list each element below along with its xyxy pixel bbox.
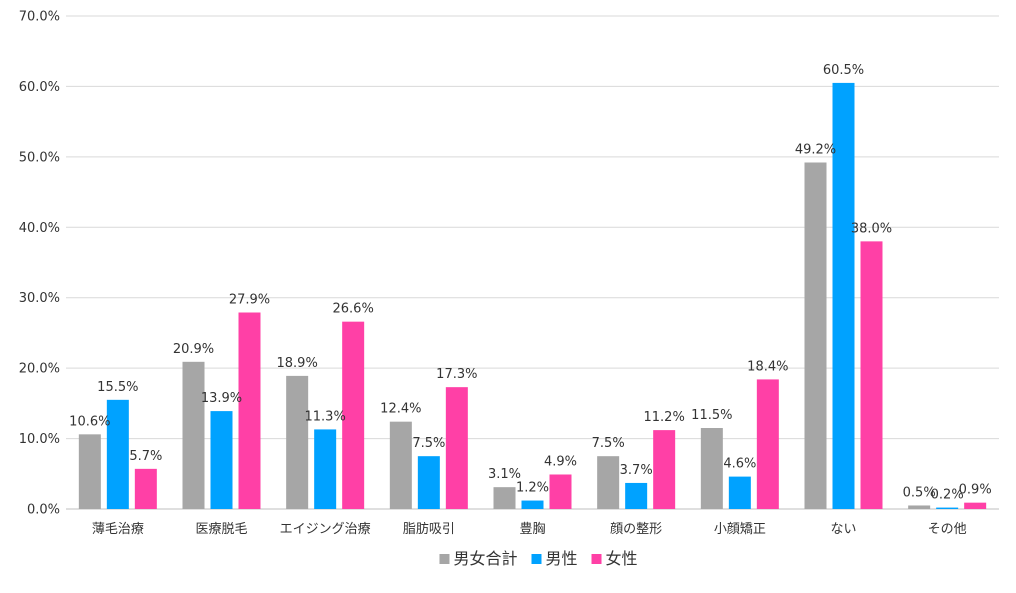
data-label: 3.1% bbox=[488, 467, 521, 482]
data-label: 5.7% bbox=[129, 449, 162, 464]
legend-label: 女性 bbox=[606, 549, 638, 568]
data-label: 49.2% bbox=[795, 142, 836, 157]
y-tick-label: 30.0% bbox=[19, 291, 60, 306]
y-tick-label: 60.0% bbox=[19, 80, 60, 95]
bar-2-4 bbox=[417, 456, 440, 509]
data-label: 4.9% bbox=[544, 454, 577, 469]
bar-2-6 bbox=[625, 482, 648, 509]
bar-2-5 bbox=[521, 500, 544, 509]
bar-2-1 bbox=[106, 399, 129, 509]
x-category-label: エイジング治療 bbox=[280, 522, 371, 537]
data-label: 11.2% bbox=[644, 410, 685, 425]
bar-2-8 bbox=[832, 82, 855, 510]
x-category-label: 豊胸 bbox=[519, 522, 545, 537]
bar-1-1 bbox=[78, 434, 101, 509]
bar-3-1 bbox=[134, 468, 157, 509]
legend-label: 男女合計 bbox=[453, 549, 517, 568]
bar-1-9 bbox=[908, 505, 931, 509]
y-axis-ticks: 0.0% 10.0% 20.0% 30.0% 40.0% 50.0% 60.0% 70.0% bbox=[19, 10, 60, 518]
bar-3-7 bbox=[756, 379, 779, 509]
data-label: 18.9% bbox=[277, 356, 318, 371]
legend-item-2: 男性 bbox=[531, 549, 578, 568]
data-label: 4.6% bbox=[723, 457, 756, 472]
y-tick-label: 0.0% bbox=[27, 503, 60, 518]
data-label: 11.3% bbox=[305, 409, 346, 424]
y-tick-label: 10.0% bbox=[19, 432, 60, 447]
data-label: 0.2% bbox=[931, 488, 964, 503]
data-label: 12.4% bbox=[380, 402, 421, 417]
bar-1-7 bbox=[700, 428, 723, 509]
data-label: 26.6% bbox=[333, 302, 374, 317]
y-tick-label: 70.0% bbox=[19, 10, 60, 25]
data-label: 60.5% bbox=[823, 63, 864, 78]
legend-label: 男性 bbox=[545, 549, 577, 568]
legend-swatch bbox=[531, 554, 542, 564]
x-category-label: 小顔矯正 bbox=[714, 522, 766, 537]
y-tick-label: 20.0% bbox=[19, 362, 60, 377]
bar-1-8 bbox=[804, 162, 827, 509]
bar-3-4 bbox=[445, 387, 468, 509]
legend-swatch bbox=[591, 554, 602, 564]
y-tick-label: 50.0% bbox=[19, 150, 60, 165]
data-label: 3.7% bbox=[620, 463, 653, 478]
bar-3-9 bbox=[964, 502, 987, 509]
data-label: 27.9% bbox=[229, 293, 270, 308]
legend: 男女合計 男性 女性 bbox=[439, 549, 638, 568]
gridlines bbox=[66, 15, 999, 510]
legend-swatch bbox=[439, 554, 450, 564]
data-label: 17.3% bbox=[436, 367, 477, 382]
y-tick-label: 40.0% bbox=[19, 221, 60, 236]
bar-2-3 bbox=[314, 429, 337, 509]
x-category-label: 脂肪吸引 bbox=[403, 521, 455, 537]
data-label: 11.5% bbox=[691, 408, 732, 423]
bar-2-9 bbox=[936, 507, 959, 509]
x-category-label: その他 bbox=[928, 522, 967, 537]
data-label: 7.5% bbox=[412, 436, 445, 451]
bar-1-4 bbox=[389, 421, 412, 509]
data-label: 38.0% bbox=[851, 221, 892, 236]
x-category-label: 薄毛治療 bbox=[92, 522, 144, 537]
bar-2-2 bbox=[210, 411, 233, 509]
legend-item-3: 女性 bbox=[591, 549, 638, 568]
bar-1-2 bbox=[182, 361, 205, 509]
data-label: 13.9% bbox=[201, 391, 242, 406]
bar-3-5 bbox=[549, 474, 572, 509]
data-label: 20.9% bbox=[173, 342, 214, 357]
data-labels: 10.6% 15.5% 5.7% 20.9% 13.9% 27.9% 18.9% 11.3% 2… bbox=[69, 63, 992, 503]
data-label: 7.5% bbox=[592, 436, 625, 451]
bar-3-3 bbox=[342, 321, 365, 509]
bar-1-5 bbox=[493, 487, 516, 509]
x-category-label: 顔の整形 bbox=[610, 522, 662, 537]
x-axis-categories: 薄毛治療 医療脱毛 エイジング治療 脂肪吸引 豊胸 顔の整形 小顔矯正 ない その他 bbox=[92, 521, 967, 537]
bar-3-6 bbox=[653, 430, 676, 509]
data-label: 0.5% bbox=[903, 485, 936, 500]
x-category-label: ない bbox=[830, 522, 856, 537]
bar-1-3 bbox=[286, 375, 309, 509]
data-label: 1.2% bbox=[516, 481, 549, 496]
data-label: 18.4% bbox=[747, 359, 788, 374]
data-label: 15.5% bbox=[97, 380, 138, 395]
bar-3-2 bbox=[238, 312, 261, 509]
bars bbox=[78, 82, 987, 510]
bar-3-8 bbox=[860, 241, 883, 509]
data-label: 0.9% bbox=[959, 483, 992, 498]
legend-item-1: 男女合計 bbox=[439, 549, 517, 568]
x-category-label: 医療脱毛 bbox=[195, 522, 247, 537]
data-label: 10.6% bbox=[69, 414, 110, 429]
bar-1-6 bbox=[597, 456, 620, 509]
bar-2-7 bbox=[728, 476, 751, 509]
